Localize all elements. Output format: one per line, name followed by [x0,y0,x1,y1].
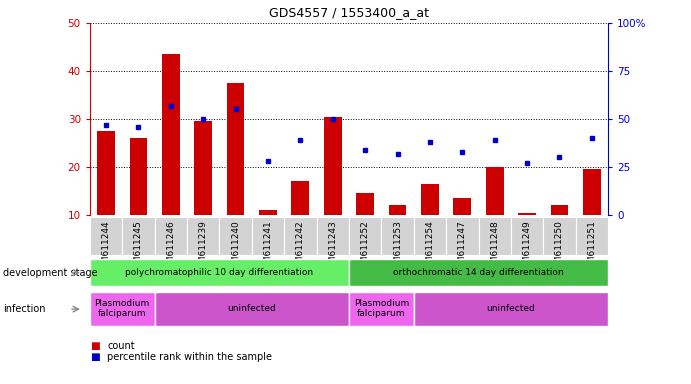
Bar [414,217,446,255]
Text: GSM611252: GSM611252 [361,220,370,275]
Text: GSM611245: GSM611245 [134,220,143,275]
Bar [259,210,277,215]
Text: GSM611244: GSM611244 [102,220,111,275]
Bar [576,217,608,255]
Text: percentile rank within the sample: percentile rank within the sample [107,352,272,362]
Text: orthochromatic 14 day differentiation: orthochromatic 14 day differentiation [393,268,564,276]
Bar [388,205,406,215]
Text: GSM611240: GSM611240 [231,220,240,275]
Text: GSM611251: GSM611251 [587,220,596,275]
Text: GSM611253: GSM611253 [393,220,402,275]
Bar [162,54,180,215]
Bar [155,217,187,255]
Bar [349,217,381,255]
Text: GSM611249: GSM611249 [522,220,531,275]
Bar [551,205,569,215]
Bar [478,217,511,255]
Bar [227,83,245,215]
Bar [292,182,310,215]
Bar [421,184,439,215]
Bar [316,217,349,255]
Text: GSM611247: GSM611247 [458,220,467,275]
Bar [511,217,543,255]
Bar [219,217,252,255]
Text: GSM611242: GSM611242 [296,220,305,275]
Bar [349,259,608,286]
Bar [155,292,349,326]
Bar [90,259,349,286]
Bar [284,217,316,255]
Bar [518,213,536,215]
Text: count: count [107,341,135,351]
Bar [194,121,212,215]
Bar [357,194,374,215]
Bar [324,117,341,215]
Bar [486,167,504,215]
Text: GSM611239: GSM611239 [199,220,208,275]
Bar [90,292,155,326]
Bar [453,198,471,215]
Text: ■: ■ [90,352,100,362]
Text: GSM611250: GSM611250 [555,220,564,275]
Bar [187,217,219,255]
Text: uninfected: uninfected [486,304,536,313]
Bar [414,292,608,326]
Text: infection: infection [3,304,46,314]
Bar [129,138,147,215]
Bar [90,217,122,255]
Text: GSM611246: GSM611246 [167,220,176,275]
Bar [122,217,155,255]
Bar [381,217,414,255]
Text: GSM611248: GSM611248 [490,220,499,275]
Bar [349,292,414,326]
Text: Plasmodium
falciparum: Plasmodium falciparum [95,299,150,318]
Text: Plasmodium
falciparum: Plasmodium falciparum [354,299,409,318]
Text: GSM611254: GSM611254 [426,220,435,275]
Text: GSM611243: GSM611243 [328,220,337,275]
Text: uninfected: uninfected [227,304,276,313]
Text: development stage: development stage [3,268,98,278]
Bar [543,217,576,255]
Bar [446,217,478,255]
Bar [583,169,600,215]
Bar [97,131,115,215]
Title: GDS4557 / 1553400_a_at: GDS4557 / 1553400_a_at [269,6,429,19]
Text: ■: ■ [90,341,100,351]
Bar [252,217,284,255]
Text: polychromatophilic 10 day differentiation: polychromatophilic 10 day differentiatio… [125,268,314,276]
Text: GSM611241: GSM611241 [263,220,272,275]
